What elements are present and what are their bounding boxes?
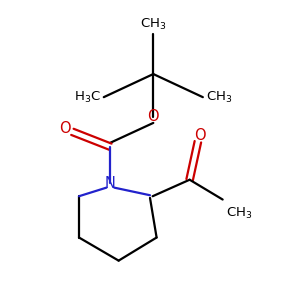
Text: O: O <box>194 128 205 143</box>
Text: O: O <box>148 110 159 124</box>
Text: H$_3$C: H$_3$C <box>74 90 100 105</box>
Text: CH$_3$: CH$_3$ <box>140 17 166 32</box>
Text: O: O <box>59 121 71 136</box>
Text: N: N <box>105 176 116 190</box>
Text: CH$_3$: CH$_3$ <box>226 206 252 220</box>
Text: CH$_3$: CH$_3$ <box>206 90 232 105</box>
